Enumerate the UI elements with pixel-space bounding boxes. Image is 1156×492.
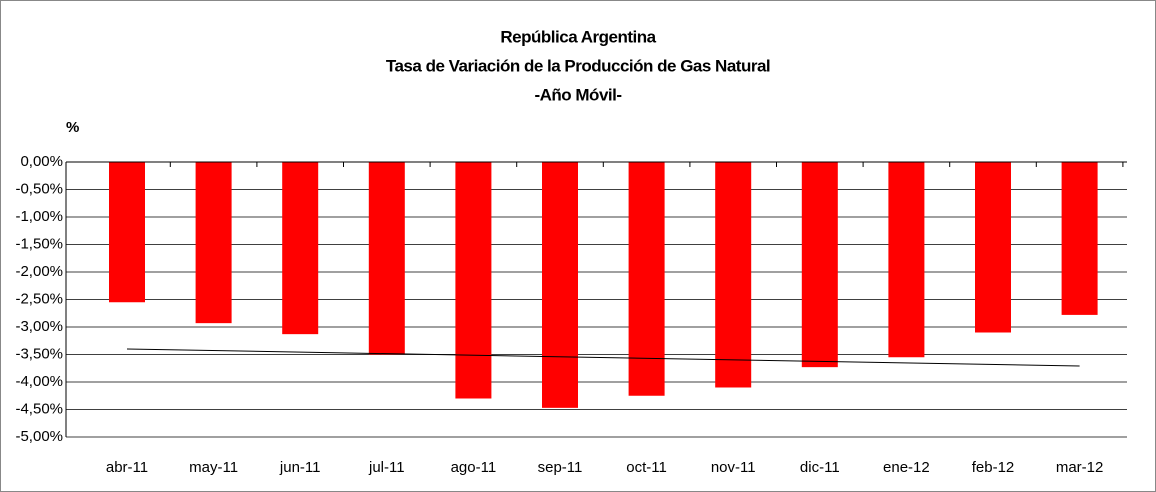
x-tick-label: mar-12 — [1056, 459, 1104, 476]
x-tick-label: abr-11 — [106, 459, 148, 476]
x-tick-label: dic-11 — [800, 459, 840, 476]
bar — [282, 162, 319, 335]
bar — [109, 162, 145, 303]
bar — [368, 162, 405, 355]
bar — [715, 162, 752, 388]
x-tick-label: jun-11 — [279, 459, 321, 476]
y-axis-label: % — [66, 119, 79, 136]
x-tick-label: sep-11 — [538, 459, 583, 476]
y-tick-label: 0,00% — [20, 153, 63, 170]
y-tick-label: -3,00% — [15, 318, 63, 335]
y-tick-label: -4,00% — [15, 373, 63, 390]
x-tick-label: nov-11 — [711, 459, 756, 476]
x-tick-label: ene-12 — [883, 459, 930, 476]
y-tick-label: -1,50% — [15, 235, 63, 252]
y-tick-label: -3,50% — [15, 345, 63, 362]
bar — [628, 162, 665, 396]
y-tick-label: -1,00% — [15, 208, 63, 225]
chart-title: -Año Móvil- — [534, 85, 621, 104]
y-tick-label: -5,00% — [15, 428, 63, 445]
bar — [455, 162, 492, 399]
x-tick-label: oct-11 — [626, 459, 667, 476]
bar — [1061, 162, 1098, 315]
x-tick-label: feb-12 — [972, 459, 1015, 476]
x-tick-label: jul-11 — [368, 459, 405, 476]
y-tick-label: -0,50% — [15, 180, 63, 197]
bar — [195, 162, 232, 324]
trendline — [126, 348, 1080, 367]
bar — [542, 162, 578, 408]
x-tick-label: ago-11 — [451, 459, 497, 476]
y-tick-label: -4,50% — [15, 400, 63, 417]
bar — [801, 162, 838, 368]
bar — [975, 162, 1011, 333]
y-tick-label: -2,50% — [15, 290, 63, 307]
chart-title: Tasa de Variación de la Producción de Ga… — [386, 56, 770, 75]
chart-title: República Argentina — [500, 27, 656, 46]
y-tick-label: -2,00% — [15, 263, 63, 280]
bar — [888, 162, 925, 358]
x-tick-label: may-11 — [189, 459, 238, 476]
